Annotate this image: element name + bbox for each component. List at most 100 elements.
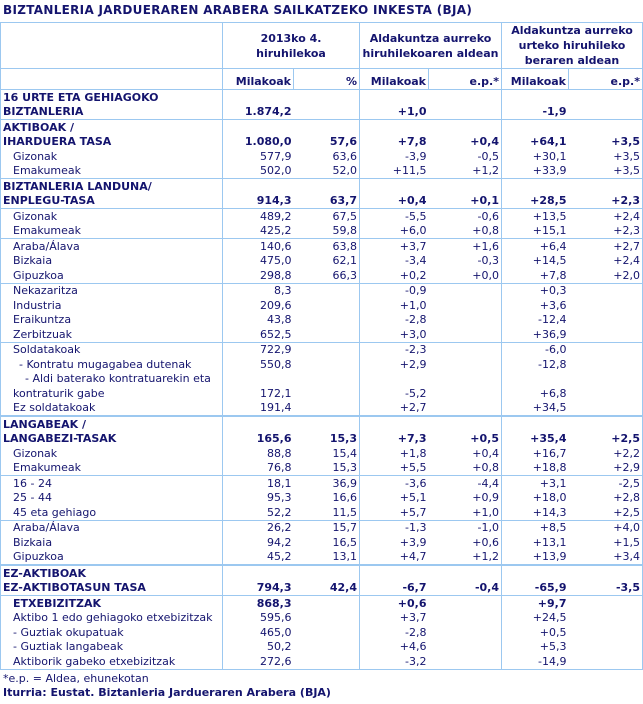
table-row: Araba/Álava 140,6 63,8 +3,7 +1,6 +6,4 +2,7 [0, 238, 643, 254]
change-year-ep [568, 327, 643, 342]
row-label: Aktiborik gabeko etxebizitzak [0, 654, 223, 670]
row-label: AKTIBOAK / [0, 119, 223, 135]
row-label: Gizonak [0, 208, 223, 224]
subheader-ep: e.p.* [568, 68, 643, 90]
change-year-milakoak: +18,0 [501, 490, 569, 505]
change-year-ep [568, 610, 643, 625]
value-milakoak: 425,2 [222, 223, 294, 239]
value-milakoak: 43,8 [222, 312, 294, 327]
value-percent: 62,1 [332, 254, 358, 267]
value-percent: 13,1 [332, 550, 358, 563]
table-row: ENPLEGU-TASA 914,3 63,7 +0,4 +0,1 +28,5 +2,3 [0, 193, 643, 209]
header-quarter: 2013ko 4. hiruhilekoa [222, 22, 360, 69]
change-year-milakoak: +5,3 [501, 639, 569, 654]
value-milakoak: 50,2 [222, 639, 294, 654]
row-label: LANGABEAK / [0, 415, 223, 432]
value-percent [294, 327, 360, 342]
change-quarter-milakoak: -5,2 [359, 386, 429, 401]
table-row: Aktibo 1 edo gehiagoko etxebizitzak 595,6… [0, 610, 643, 626]
change-year-milakoak [501, 178, 569, 194]
table-row: Nekazaritza 8,3 -0,9 +0,3 [0, 282, 643, 298]
change-year-milakoak: -6,0 [501, 341, 569, 357]
row-label: - Guztiak okupatuak [0, 625, 223, 640]
value-milakoak: 465,0 [222, 625, 294, 640]
value-percent [294, 313, 360, 328]
change-quarter-milakoak: -5,5 [359, 208, 429, 224]
table-row: - Guztiak okupatuak 465,0 -2,8 +0,5 [0, 625, 643, 640]
row-label: BIZTANLERIA [0, 104, 223, 120]
change-quarter-milakoak [359, 371, 429, 386]
change-quarter-ep [429, 313, 502, 328]
change-year-ep [568, 386, 643, 401]
row-label: Gipuzkoa [0, 549, 223, 565]
change-year-milakoak: +33,9 [501, 163, 569, 179]
change-quarter-milakoak: -3,4 [359, 253, 429, 268]
value-milakoak [222, 89, 294, 105]
row-label: Aktibo 1 edo gehiagoko etxebizitzak [0, 610, 223, 625]
change-quarter-milakoak: +2,9 [359, 357, 429, 372]
value-milakoak: 794,3 [222, 580, 294, 596]
table-row: BIZTANLERIA 1.874,2 +1,0 -1,9 [0, 104, 643, 120]
change-quarter-milakoak: +5,7 [359, 505, 429, 520]
header-prev-year: Aldakuntza aurreko urteko hiruhileko ber… [501, 22, 643, 69]
row-label: Industria [0, 298, 223, 313]
change-year-milakoak: +13,5 [501, 208, 569, 224]
change-year-ep [568, 104, 643, 120]
subheader-milakoak: Milakoak [359, 68, 429, 90]
table-row: - Kontratu mugagabea dutenak 550,8 +2,9 -12… [0, 357, 643, 372]
row-label: kontraturik gabe [0, 386, 223, 401]
change-quarter-milakoak [359, 119, 429, 135]
value-percent [293, 595, 360, 611]
table-row: 16 - 24 18,1 36,9 -3,6 -4,4 +3,1 -2,5 [0, 475, 643, 491]
footnote: *e.p. = Aldea, ehunekotan [3, 671, 149, 685]
change-year-ep [568, 564, 643, 581]
row-label: Emakumeak [0, 163, 223, 179]
change-year-milakoak: +0,5 [501, 625, 569, 640]
change-quarter-milakoak: +2,7 [359, 400, 429, 416]
row-label: Gizonak [0, 149, 223, 164]
row-label: - Guztiak langabeak [0, 639, 223, 654]
table-row: LANGABEZI-TASAK 165,6 15,3 +7,3 +0,5 +35,4 +2,… [0, 431, 643, 446]
table-row: Gipuzkoa 45,2 13,1 +4,7 +1,2 +13,9 +3,4 [0, 549, 643, 565]
change-quarter-ep [429, 640, 502, 655]
table-row: Gizonak 489,2 67,5 -5,5 -0,6 +13,5 +2,4 [0, 208, 643, 224]
change-quarter-milakoak: +1,0 [359, 298, 429, 313]
row-label: 25 - 44 [0, 490, 223, 505]
change-year-ep: +2,4 [568, 253, 643, 268]
row-label: Emakumeak [0, 460, 223, 476]
change-quarter-milakoak: +0,6 [359, 595, 429, 611]
change-quarter-ep: +0,0 [472, 268, 499, 282]
change-year-ep: +2,5 [568, 505, 643, 520]
change-year-ep: +3,5 [568, 149, 643, 164]
change-year-ep: +2,2 [568, 446, 643, 461]
value-percent [294, 640, 360, 655]
value-percent: 57,6 [329, 135, 357, 148]
value-milakoak [222, 119, 294, 135]
change-year-ep [568, 89, 643, 105]
row-label: Araba/Álava [0, 519, 223, 535]
change-year-ep: -2,5 [568, 475, 643, 491]
table-row: Emakumeak 76,8 15,3 +5,5 +0,8 +18,8 +2,9 [0, 460, 643, 476]
table-row: Gizonak 577,9 63,6 -3,9 -0,5 +30,1 +3,5 [0, 149, 643, 164]
change-year-ep [568, 298, 643, 313]
value-percent: 67,5 [293, 208, 360, 224]
change-year-milakoak: +35,4 [501, 431, 569, 446]
page-title: BIZTANLERIA JARDUERAREN ARABERA SAILKATZ… [3, 3, 473, 17]
value-milakoak: 595,6 [222, 610, 294, 625]
value-milakoak: 502,0 [222, 163, 294, 179]
row-label: ENPLEGU-TASA [0, 193, 223, 209]
change-quarter-milakoak: -3,2 [359, 654, 429, 670]
change-quarter-ep [429, 611, 502, 626]
change-quarter-ep: +0,4 [470, 135, 499, 148]
row-label: EZ-AKTIBOTASUN TASA [0, 580, 223, 596]
value-percent [293, 564, 360, 581]
table-row: 25 - 44 95,3 16,6 +5,1 +0,9 +18,0 +2,8 [0, 490, 643, 505]
change-year-ep [568, 178, 643, 194]
change-year-milakoak: +14,3 [501, 505, 569, 520]
table-row: - Guztiak langabeak 50,2 +4,6 +5,3 [0, 639, 643, 655]
change-quarter-ep: -0,5 [477, 149, 499, 163]
change-quarter-ep [429, 372, 502, 387]
change-quarter-ep: -4,4 [428, 475, 502, 491]
change-quarter-ep: +1,0 [472, 505, 499, 519]
change-quarter-ep: -0,4 [474, 581, 499, 594]
